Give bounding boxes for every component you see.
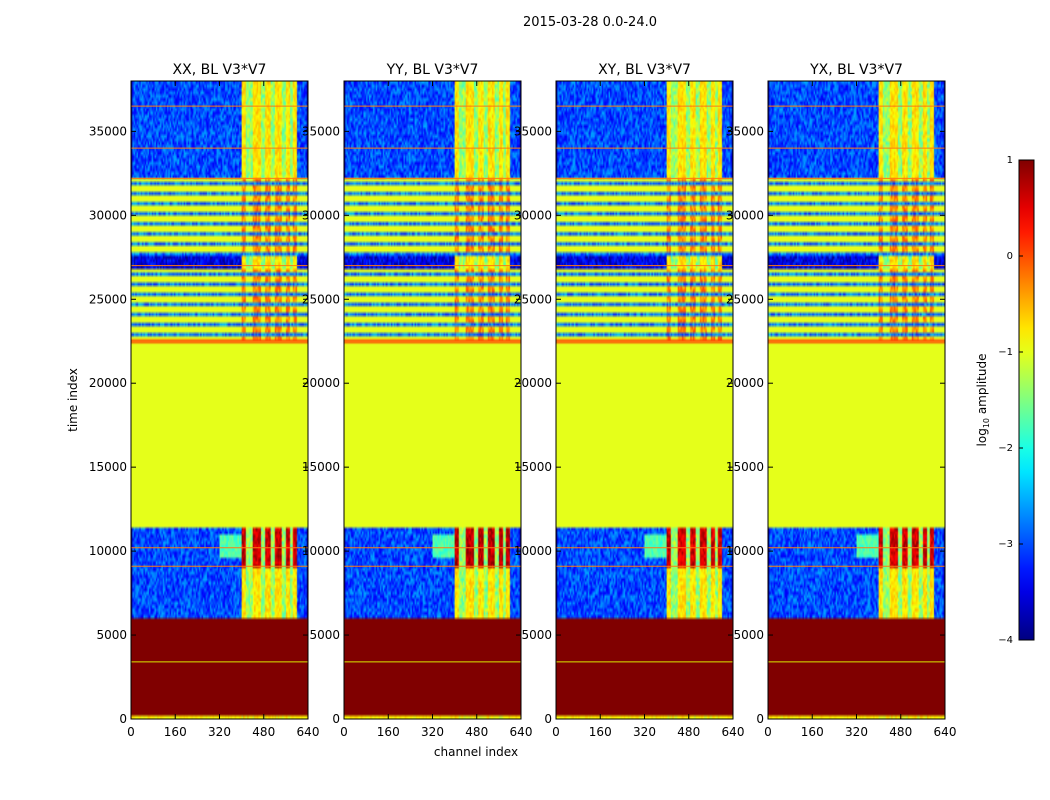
- panel-4: YX, BL V3*V7 0 160 320 480 640 0 5000 10000 15000…: [726, 62, 957, 739]
- x-tick-label: 0: [552, 725, 560, 739]
- y-tick-label: 0: [544, 712, 552, 726]
- heatmap-image: [344, 81, 521, 719]
- x-tick-label: 320: [845, 725, 868, 739]
- y-tick-label: 30000: [302, 208, 340, 222]
- heatmap-image: [131, 81, 308, 719]
- y-tick-label: 25000: [514, 292, 552, 306]
- y-tick-label: 20000: [302, 376, 340, 390]
- y-tick-label: 25000: [726, 292, 764, 306]
- y-tick-label: 0: [119, 712, 127, 726]
- colorbar: 1 0 −1 −2 −3 −4 log10 amplitude: [975, 155, 1035, 646]
- y-axis-label: time index: [66, 368, 80, 432]
- panel-title: XX, BL V3*V7: [173, 62, 267, 78]
- colorbar-label: log10 amplitude: [975, 354, 991, 447]
- heatmap-image: [768, 81, 945, 719]
- y-tick-label: 5000: [733, 628, 764, 642]
- heatmap-image: [556, 81, 733, 719]
- y-tick-label: 15000: [514, 460, 552, 474]
- panel-title: XY, BL V3*V7: [598, 62, 691, 78]
- y-tick-label: 15000: [302, 460, 340, 474]
- x-tick-label: 640: [297, 725, 320, 739]
- y-tick-label: 10000: [89, 544, 127, 558]
- colorbar-tick-label: −4: [998, 635, 1013, 646]
- x-tick-label: 160: [801, 725, 824, 739]
- y-tick-label: 10000: [514, 544, 552, 558]
- panel-2: YY, BL V3*V7 0 160 320 480 640 0 5000 10000 15000…: [302, 62, 533, 739]
- y-tick-label: 35000: [89, 124, 127, 138]
- x-tick-label: 320: [208, 725, 231, 739]
- y-tick-label: 15000: [89, 460, 127, 474]
- x-tick-label: 480: [465, 725, 488, 739]
- colorbar-tick-label: −1: [998, 347, 1013, 358]
- x-tick-label: 640: [722, 725, 745, 739]
- y-tick-label: 30000: [89, 208, 127, 222]
- panel-1: XX, BL V3*V7 0 160 320 480 640 0 5000 10000 15000…: [89, 62, 320, 739]
- y-tick-label: 30000: [514, 208, 552, 222]
- y-tick-label: 15000: [726, 460, 764, 474]
- colorbar-tick-label: 0: [1007, 251, 1013, 262]
- y-tick-label: 35000: [726, 124, 764, 138]
- x-tick-label: 640: [934, 725, 957, 739]
- x-tick-label: 0: [340, 725, 348, 739]
- y-tick-label: 10000: [302, 544, 340, 558]
- x-tick-label: 480: [889, 725, 912, 739]
- x-tick-label: 640: [510, 725, 533, 739]
- colorbar-tick-label: −2: [998, 443, 1013, 454]
- y-tick-label: 20000: [726, 376, 764, 390]
- x-tick-label: 0: [127, 725, 135, 739]
- y-tick-label: 35000: [514, 124, 552, 138]
- y-tick-label: 5000: [521, 628, 552, 642]
- panels-group: XX, BL V3*V7 0 160 320 480 640 0 5000 10000 15000…: [89, 62, 957, 739]
- panel-title: YY, BL V3*V7: [386, 62, 479, 78]
- x-tick-label: 0: [764, 725, 772, 739]
- panel-3: XY, BL V3*V7 0 160 320 480 640 0 5000 10000 15000…: [514, 62, 745, 739]
- y-tick-label: 20000: [89, 376, 127, 390]
- colorbar-tick-label: 1: [1007, 155, 1013, 166]
- y-tick-label: 0: [332, 712, 340, 726]
- y-tick-label: 30000: [726, 208, 764, 222]
- y-tick-label: 25000: [302, 292, 340, 306]
- x-tick-label: 160: [164, 725, 187, 739]
- x-tick-label: 160: [377, 725, 400, 739]
- colorbar-gradient: [1018, 159, 1035, 641]
- x-tick-label: 480: [252, 725, 275, 739]
- y-tick-label: 35000: [302, 124, 340, 138]
- y-tick-label: 5000: [309, 628, 340, 642]
- x-tick-label: 480: [677, 725, 700, 739]
- x-tick-label: 160: [589, 725, 612, 739]
- y-tick-label: 25000: [89, 292, 127, 306]
- y-tick-label: 20000: [514, 376, 552, 390]
- figure-title: 2015-03-28 0.0-24.0: [523, 15, 657, 30]
- panel-title: YX, BL V3*V7: [809, 62, 903, 78]
- x-tick-label: 320: [633, 725, 656, 739]
- y-tick-label: 0: [756, 712, 764, 726]
- y-tick-label: 10000: [726, 544, 764, 558]
- x-axis-label: channel index: [434, 745, 518, 759]
- colorbar-tick-label: −3: [998, 539, 1013, 550]
- y-tick-label: 5000: [96, 628, 127, 642]
- x-tick-label: 320: [421, 725, 444, 739]
